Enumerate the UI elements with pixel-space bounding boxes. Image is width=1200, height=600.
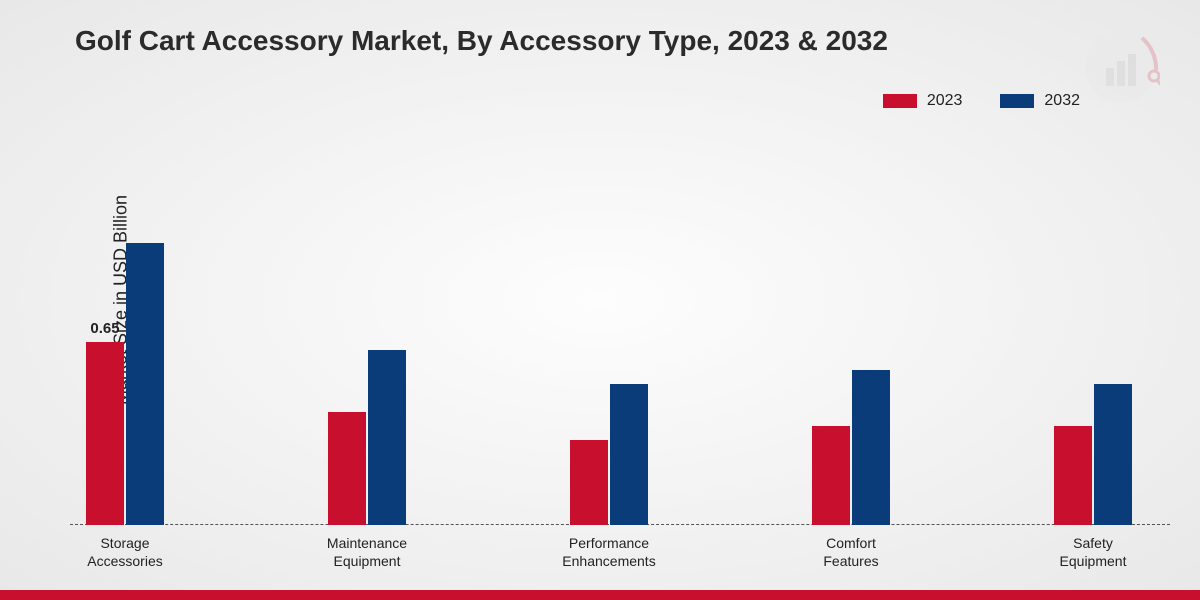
- bar-2032-4: [1094, 384, 1132, 525]
- bar-2032-2: [610, 384, 648, 525]
- legend-label-a: 2023: [927, 92, 963, 110]
- bar-group-2: [549, 384, 669, 525]
- legend-swatch-a: [883, 94, 917, 108]
- bar-group-1: [307, 350, 427, 525]
- bar-2023-4: [1054, 426, 1092, 525]
- xlabel-4: SafetyEquipment: [1013, 535, 1173, 570]
- bar-group-4: [1033, 384, 1153, 525]
- xlabel-2: PerformanceEnhancements: [529, 535, 689, 570]
- xlabel-0: StorageAccessories: [45, 535, 205, 570]
- bar-2032-3: [852, 370, 890, 525]
- footer-accent-bar: [0, 590, 1200, 600]
- bar-value-label-0: 0.65: [90, 320, 119, 337]
- legend-label-b: 2032: [1044, 92, 1080, 110]
- bar-group-3: [791, 370, 911, 525]
- legend-item-2032: 2032: [1000, 92, 1080, 110]
- bar-2023-3: [812, 426, 850, 525]
- chart-title: Golf Cart Accessory Market, By Accessory…: [75, 25, 888, 57]
- xlabel-3: ComfortFeatures: [771, 535, 931, 570]
- bar-group-0: 0.65: [65, 243, 185, 525]
- chart-container: Golf Cart Accessory Market, By Accessory…: [0, 0, 1200, 600]
- bar-2023-0: 0.65: [86, 342, 124, 525]
- legend-swatch-b: [1000, 94, 1034, 108]
- plot-area: 0.65: [70, 130, 1170, 525]
- bar-2032-1: [368, 350, 406, 525]
- legend-item-2023: 2023: [883, 92, 963, 110]
- xlabel-1: MaintenanceEquipment: [287, 535, 447, 570]
- watermark-logo: [1082, 28, 1160, 111]
- legend: 2023 2032: [883, 92, 1080, 110]
- bar-2032-0: [126, 243, 164, 525]
- bar-2023-2: [570, 440, 608, 525]
- bar-2023-1: [328, 412, 366, 525]
- x-axis-labels: StorageAccessories MaintenanceEquipment …: [70, 535, 1170, 575]
